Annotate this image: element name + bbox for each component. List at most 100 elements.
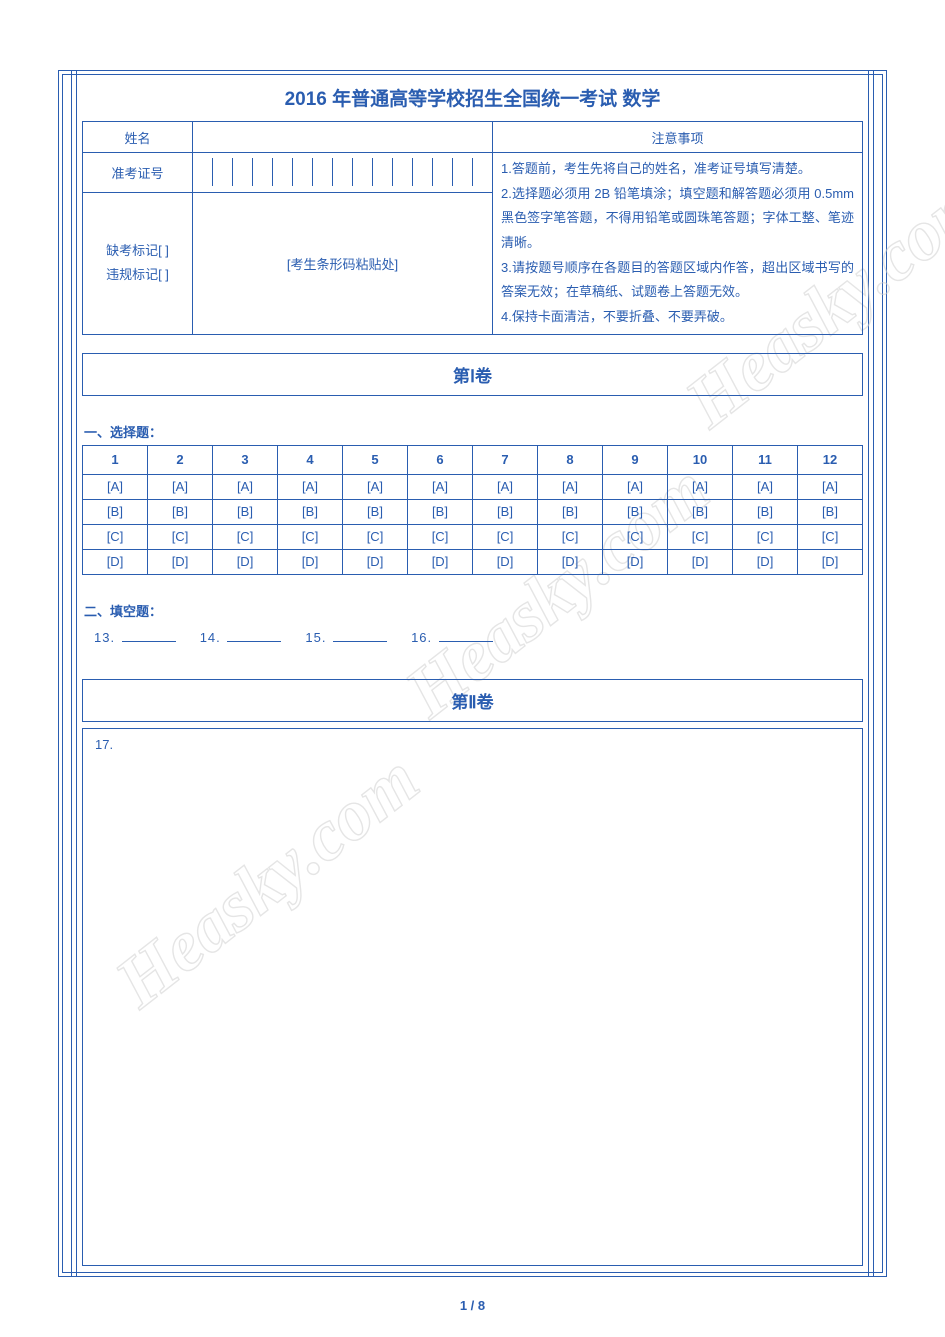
fill-blank-item[interactable]: 13. <box>94 630 176 645</box>
mc-bubble[interactable]: [A] <box>148 474 213 499</box>
mc-col-header: 2 <box>148 445 213 474</box>
mc-bubble[interactable]: [C] <box>798 524 863 549</box>
admission-digit-box[interactable] <box>233 158 253 186</box>
mc-bubble[interactable]: [B] <box>408 499 473 524</box>
fill-blank-line[interactable] <box>122 641 176 642</box>
notice-line: 4.保持卡面清洁，不要折叠、不要弄破。 <box>501 305 854 330</box>
mc-bubble[interactable]: [D] <box>473 549 538 574</box>
mc-bubble[interactable]: [A] <box>603 474 668 499</box>
admission-digit-box[interactable] <box>393 158 413 186</box>
mc-bubble[interactable]: [B] <box>798 499 863 524</box>
mc-bubble[interactable]: [C] <box>408 524 473 549</box>
mc-bubble[interactable]: [D] <box>668 549 733 574</box>
mc-bubble[interactable]: [C] <box>733 524 798 549</box>
mc-bubble[interactable]: [B] <box>668 499 733 524</box>
admission-digit-box[interactable] <box>413 158 433 186</box>
right-gutter-strip <box>868 70 874 1277</box>
info-header-table: 姓名 注意事项 准考证号 1.答题前，考生先将自己的姓名，准考证号填写清楚。2.… <box>82 121 863 335</box>
volume2-title: 第Ⅱ卷 <box>82 679 863 722</box>
mc-bubble[interactable]: [B] <box>213 499 278 524</box>
mc-bubble[interactable]: [C] <box>83 524 148 549</box>
mc-bubble[interactable]: [A] <box>538 474 603 499</box>
fill-blank-item[interactable]: 14. <box>200 630 282 645</box>
absent-mark[interactable]: 缺考标记[ ] <box>84 239 191 264</box>
mc-bubble[interactable]: [C] <box>278 524 343 549</box>
admission-digit-box[interactable] <box>353 158 373 186</box>
mc-bubble[interactable]: [C] <box>603 524 668 549</box>
fill-blank-row[interactable]: 13. 14. 15. 16. <box>94 630 863 645</box>
mc-bubble[interactable]: [B] <box>343 499 408 524</box>
barcode-area[interactable]: [考生条形码粘贴处] <box>193 192 493 334</box>
fill-section-label: 二、填空题： <box>84 601 863 620</box>
mc-bubble[interactable]: [D] <box>278 549 343 574</box>
mc-bubble[interactable]: [A] <box>733 474 798 499</box>
volume1-title: 第Ⅰ卷 <box>82 353 863 396</box>
mc-col-header: 3 <box>213 445 278 474</box>
mc-bubble[interactable]: [C] <box>343 524 408 549</box>
mc-bubble[interactable]: [B] <box>83 499 148 524</box>
q17-number: 17. <box>95 737 113 752</box>
admission-digit-box[interactable] <box>333 158 353 186</box>
multiple-choice-grid[interactable]: 123456789101112[A][A][A][A][A][A][A][A][… <box>82 445 863 575</box>
label-admission-no: 准考证号 <box>83 153 193 193</box>
mc-bubble[interactable]: [C] <box>668 524 733 549</box>
mc-bubble[interactable]: [A] <box>343 474 408 499</box>
mc-col-header: 7 <box>473 445 538 474</box>
mc-col-header: 10 <box>668 445 733 474</box>
mc-bubble[interactable]: [A] <box>668 474 733 499</box>
mc-bubble[interactable]: [D] <box>148 549 213 574</box>
mc-bubble[interactable]: [B] <box>733 499 798 524</box>
admission-digit-box[interactable] <box>473 158 492 186</box>
fill-blank-item[interactable]: 16. <box>411 630 493 645</box>
mc-bubble[interactable]: [B] <box>538 499 603 524</box>
notice-line: 1.答题前，考生先将自己的姓名，准考证号填写清楚。 <box>501 157 854 182</box>
violation-mark[interactable]: 违规标记[ ] <box>84 263 191 288</box>
mc-bubble[interactable]: [A] <box>278 474 343 499</box>
admission-digit-box[interactable] <box>293 158 313 186</box>
notice-title: 注意事项 <box>493 122 863 153</box>
fill-blank-line[interactable] <box>439 641 493 642</box>
notice-body: 1.答题前，考生先将自己的姓名，准考证号填写清楚。2.选择题必须用 2B 铅笔填… <box>493 153 863 335</box>
free-response-box[interactable]: 17. <box>82 728 863 1266</box>
mc-bubble[interactable]: [D] <box>603 549 668 574</box>
mc-bubble[interactable]: [A] <box>213 474 278 499</box>
admission-digit-box[interactable] <box>253 158 273 186</box>
mc-bubble[interactable]: [C] <box>148 524 213 549</box>
name-field[interactable] <box>193 122 493 153</box>
mc-bubble[interactable]: [D] <box>733 549 798 574</box>
mc-col-header: 1 <box>83 445 148 474</box>
mc-bubble[interactable]: [C] <box>538 524 603 549</box>
admission-digit-box[interactable] <box>453 158 473 186</box>
mc-bubble[interactable]: [D] <box>538 549 603 574</box>
mc-bubble[interactable]: [D] <box>213 549 278 574</box>
admission-digit-box[interactable] <box>433 158 453 186</box>
mc-bubble[interactable]: [D] <box>83 549 148 574</box>
fill-blank-line[interactable] <box>227 641 281 642</box>
mc-bubble[interactable]: [B] <box>148 499 213 524</box>
admission-no-grid[interactable] <box>193 153 493 193</box>
mc-bubble[interactable]: [C] <box>213 524 278 549</box>
mc-bubble[interactable]: [A] <box>83 474 148 499</box>
mc-bubble[interactable]: [C] <box>473 524 538 549</box>
mark-flags-cell: 缺考标记[ ] 违规标记[ ] <box>83 192 193 334</box>
admission-digit-box[interactable] <box>313 158 333 186</box>
admission-digit-box[interactable] <box>273 158 293 186</box>
admission-digit-box[interactable] <box>193 158 213 186</box>
mc-bubble[interactable]: [D] <box>343 549 408 574</box>
admission-digit-box[interactable] <box>213 158 233 186</box>
fill-blank-line[interactable] <box>333 641 387 642</box>
mc-bubble[interactable]: [A] <box>798 474 863 499</box>
mc-bubble[interactable]: [B] <box>473 499 538 524</box>
mc-bubble[interactable]: [D] <box>798 549 863 574</box>
fill-blank-item[interactable]: 15. <box>305 630 387 645</box>
mc-bubble[interactable]: [B] <box>603 499 668 524</box>
mc-bubble[interactable]: [A] <box>408 474 473 499</box>
mc-col-header: 5 <box>343 445 408 474</box>
mc-bubble[interactable]: [D] <box>408 549 473 574</box>
left-gutter-strip <box>71 70 77 1277</box>
mc-col-header: 8 <box>538 445 603 474</box>
mc-bubble[interactable]: [A] <box>473 474 538 499</box>
mc-section-label: 一、选择题： <box>84 422 863 441</box>
admission-digit-box[interactable] <box>373 158 393 186</box>
mc-bubble[interactable]: [B] <box>278 499 343 524</box>
